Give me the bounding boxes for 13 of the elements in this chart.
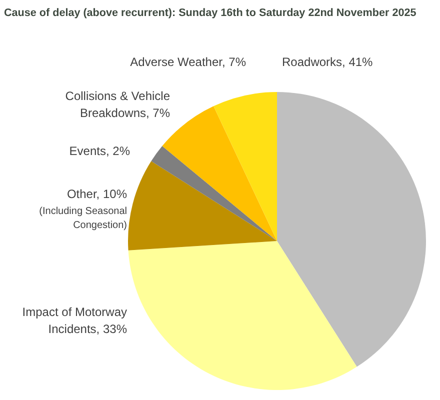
slice-label: Roadworks, 41%: [282, 55, 374, 69]
text: (Including Seasonal Congestion): [39, 206, 127, 231]
slice-label: Other, 10%: [66, 187, 128, 201]
slice-label: Impact of Motorway Incidents, 33%: [22, 305, 128, 336]
pie-slice: [277, 92, 426, 367]
pie-slice: [128, 241, 357, 390]
slice-label: Collisions & Vehicle Breakdowns, 7%: [65, 89, 170, 120]
slice-label: Adverse Weather, 7%: [130, 55, 246, 69]
slice-label: Events, 2%: [69, 144, 130, 158]
chart-title: Cause of delay (above recurrent): Sunday 16th to Saturday 22nd November 2025: [4, 7, 416, 19]
pie-slice: [128, 161, 277, 250]
pie-slice: [214, 92, 277, 241]
pie-slice: [151, 146, 277, 241]
